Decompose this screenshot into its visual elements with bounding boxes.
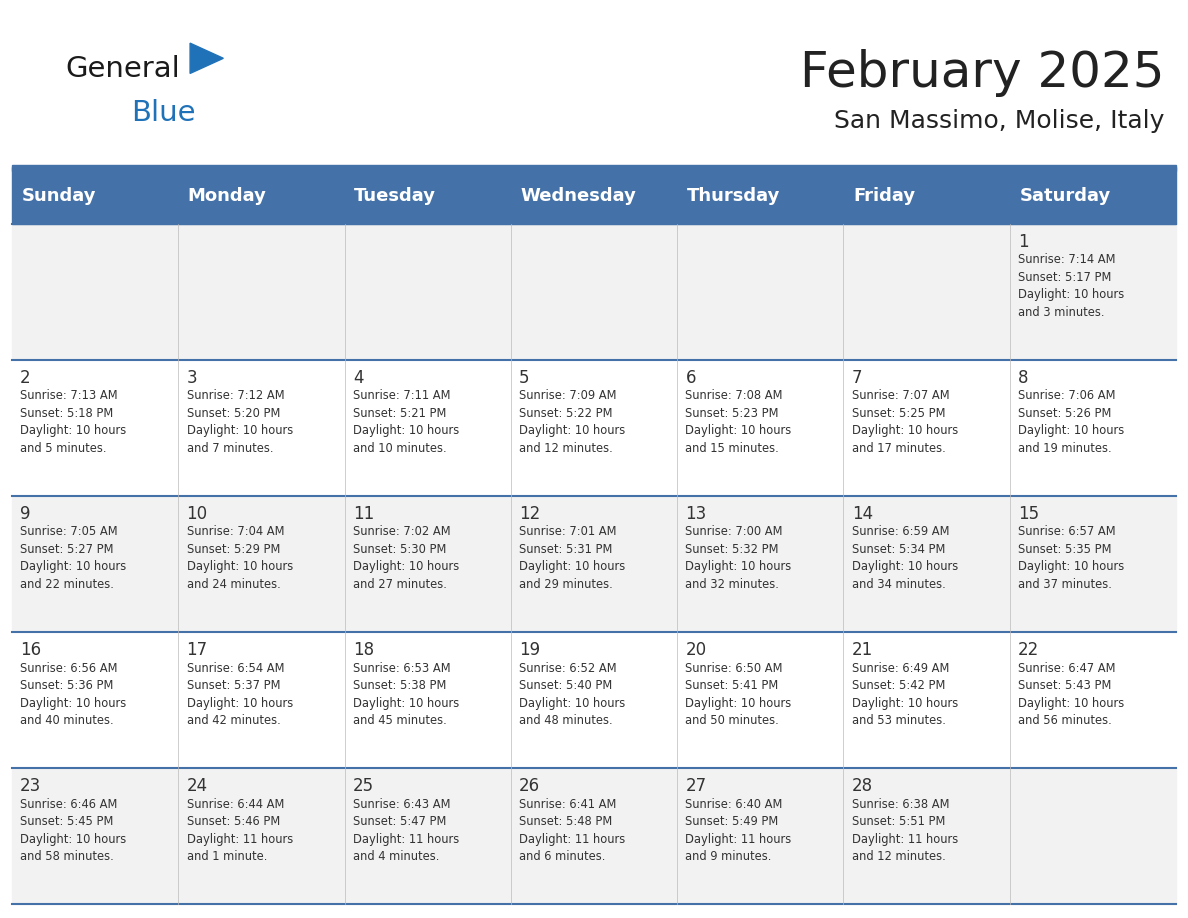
Text: Sunrise: 6:59 AM
Sunset: 5:34 PM
Daylight: 10 hours
and 34 minutes.: Sunrise: 6:59 AM Sunset: 5:34 PM Dayligh… bbox=[852, 525, 958, 591]
Text: Sunrise: 7:14 AM
Sunset: 5:17 PM
Daylight: 10 hours
and 3 minutes.: Sunrise: 7:14 AM Sunset: 5:17 PM Dayligh… bbox=[1018, 253, 1124, 319]
Text: 22: 22 bbox=[1018, 642, 1040, 659]
Text: Saturday: Saturday bbox=[1019, 186, 1111, 205]
Bar bbox=[12, 165, 1176, 171]
Text: 8: 8 bbox=[1018, 369, 1029, 387]
Text: 20: 20 bbox=[685, 642, 707, 659]
Text: 23: 23 bbox=[20, 778, 42, 795]
Text: Blue: Blue bbox=[131, 99, 195, 127]
Text: Sunrise: 7:11 AM
Sunset: 5:21 PM
Daylight: 10 hours
and 10 minutes.: Sunrise: 7:11 AM Sunset: 5:21 PM Dayligh… bbox=[353, 389, 459, 455]
Text: San Massimo, Molise, Italy: San Massimo, Molise, Italy bbox=[834, 109, 1164, 133]
Text: Sunrise: 7:13 AM
Sunset: 5:18 PM
Daylight: 10 hours
and 5 minutes.: Sunrise: 7:13 AM Sunset: 5:18 PM Dayligh… bbox=[20, 389, 126, 455]
Text: Sunrise: 6:54 AM
Sunset: 5:37 PM
Daylight: 10 hours
and 42 minutes.: Sunrise: 6:54 AM Sunset: 5:37 PM Dayligh… bbox=[187, 662, 292, 727]
Text: Sunrise: 7:06 AM
Sunset: 5:26 PM
Daylight: 10 hours
and 19 minutes.: Sunrise: 7:06 AM Sunset: 5:26 PM Dayligh… bbox=[1018, 389, 1124, 455]
Text: Sunrise: 6:46 AM
Sunset: 5:45 PM
Daylight: 10 hours
and 58 minutes.: Sunrise: 6:46 AM Sunset: 5:45 PM Dayligh… bbox=[20, 798, 126, 863]
Text: 26: 26 bbox=[519, 778, 541, 795]
Text: Sunrise: 7:05 AM
Sunset: 5:27 PM
Daylight: 10 hours
and 22 minutes.: Sunrise: 7:05 AM Sunset: 5:27 PM Dayligh… bbox=[20, 525, 126, 591]
Text: Wednesday: Wednesday bbox=[520, 186, 637, 205]
Text: 7: 7 bbox=[852, 369, 862, 387]
Text: 21: 21 bbox=[852, 642, 873, 659]
Text: General: General bbox=[65, 55, 181, 83]
Text: 13: 13 bbox=[685, 505, 707, 523]
Text: Sunrise: 7:12 AM
Sunset: 5:20 PM
Daylight: 10 hours
and 7 minutes.: Sunrise: 7:12 AM Sunset: 5:20 PM Dayligh… bbox=[187, 389, 292, 455]
Text: Friday: Friday bbox=[853, 186, 915, 205]
Text: Sunrise: 7:02 AM
Sunset: 5:30 PM
Daylight: 10 hours
and 27 minutes.: Sunrise: 7:02 AM Sunset: 5:30 PM Dayligh… bbox=[353, 525, 459, 591]
Text: 3: 3 bbox=[187, 369, 197, 387]
Text: 12: 12 bbox=[519, 505, 541, 523]
Text: 14: 14 bbox=[852, 505, 873, 523]
Text: Sunrise: 6:52 AM
Sunset: 5:40 PM
Daylight: 10 hours
and 48 minutes.: Sunrise: 6:52 AM Sunset: 5:40 PM Dayligh… bbox=[519, 662, 625, 727]
Text: 9: 9 bbox=[20, 505, 31, 523]
Text: 11: 11 bbox=[353, 505, 374, 523]
Text: Sunrise: 6:44 AM
Sunset: 5:46 PM
Daylight: 11 hours
and 1 minute.: Sunrise: 6:44 AM Sunset: 5:46 PM Dayligh… bbox=[187, 798, 292, 863]
Text: Sunrise: 6:38 AM
Sunset: 5:51 PM
Daylight: 11 hours
and 12 minutes.: Sunrise: 6:38 AM Sunset: 5:51 PM Dayligh… bbox=[852, 798, 958, 863]
Text: 17: 17 bbox=[187, 642, 208, 659]
Text: Sunrise: 6:40 AM
Sunset: 5:49 PM
Daylight: 11 hours
and 9 minutes.: Sunrise: 6:40 AM Sunset: 5:49 PM Dayligh… bbox=[685, 798, 791, 863]
Text: 19: 19 bbox=[519, 642, 541, 659]
Text: Tuesday: Tuesday bbox=[354, 186, 436, 205]
Text: 10: 10 bbox=[187, 505, 208, 523]
Text: Sunrise: 6:49 AM
Sunset: 5:42 PM
Daylight: 10 hours
and 53 minutes.: Sunrise: 6:49 AM Sunset: 5:42 PM Dayligh… bbox=[852, 662, 958, 727]
Text: 1: 1 bbox=[1018, 233, 1029, 252]
Bar bbox=[12, 167, 1176, 224]
Text: Sunrise: 6:57 AM
Sunset: 5:35 PM
Daylight: 10 hours
and 37 minutes.: Sunrise: 6:57 AM Sunset: 5:35 PM Dayligh… bbox=[1018, 525, 1124, 591]
Text: 24: 24 bbox=[187, 778, 208, 795]
Text: 15: 15 bbox=[1018, 505, 1040, 523]
Bar bbox=[12, 496, 1176, 633]
Text: Sunrise: 7:07 AM
Sunset: 5:25 PM
Daylight: 10 hours
and 17 minutes.: Sunrise: 7:07 AM Sunset: 5:25 PM Dayligh… bbox=[852, 389, 958, 455]
Text: Sunrise: 6:50 AM
Sunset: 5:41 PM
Daylight: 10 hours
and 50 minutes.: Sunrise: 6:50 AM Sunset: 5:41 PM Dayligh… bbox=[685, 662, 791, 727]
Text: 18: 18 bbox=[353, 642, 374, 659]
Text: Sunrise: 6:43 AM
Sunset: 5:47 PM
Daylight: 11 hours
and 4 minutes.: Sunrise: 6:43 AM Sunset: 5:47 PM Dayligh… bbox=[353, 798, 459, 863]
Text: February 2025: February 2025 bbox=[800, 50, 1164, 97]
Text: Sunrise: 7:04 AM
Sunset: 5:29 PM
Daylight: 10 hours
and 24 minutes.: Sunrise: 7:04 AM Sunset: 5:29 PM Dayligh… bbox=[187, 525, 292, 591]
Text: 16: 16 bbox=[20, 642, 42, 659]
Text: 6: 6 bbox=[685, 369, 696, 387]
Text: Sunrise: 7:00 AM
Sunset: 5:32 PM
Daylight: 10 hours
and 32 minutes.: Sunrise: 7:00 AM Sunset: 5:32 PM Dayligh… bbox=[685, 525, 791, 591]
Polygon shape bbox=[190, 43, 223, 73]
Text: Sunrise: 6:41 AM
Sunset: 5:48 PM
Daylight: 11 hours
and 6 minutes.: Sunrise: 6:41 AM Sunset: 5:48 PM Dayligh… bbox=[519, 798, 625, 863]
Bar bbox=[12, 224, 1176, 360]
Text: Monday: Monday bbox=[188, 186, 266, 205]
Text: 25: 25 bbox=[353, 778, 374, 795]
Text: 5: 5 bbox=[519, 369, 530, 387]
Bar bbox=[12, 360, 1176, 496]
Text: 2: 2 bbox=[20, 369, 31, 387]
Bar bbox=[12, 633, 1176, 768]
Text: Sunday: Sunday bbox=[21, 186, 96, 205]
Text: Sunrise: 6:53 AM
Sunset: 5:38 PM
Daylight: 10 hours
and 45 minutes.: Sunrise: 6:53 AM Sunset: 5:38 PM Dayligh… bbox=[353, 662, 459, 727]
Text: Sunrise: 6:56 AM
Sunset: 5:36 PM
Daylight: 10 hours
and 40 minutes.: Sunrise: 6:56 AM Sunset: 5:36 PM Dayligh… bbox=[20, 662, 126, 727]
Text: 4: 4 bbox=[353, 369, 364, 387]
Text: Sunrise: 7:09 AM
Sunset: 5:22 PM
Daylight: 10 hours
and 12 minutes.: Sunrise: 7:09 AM Sunset: 5:22 PM Dayligh… bbox=[519, 389, 625, 455]
Text: Thursday: Thursday bbox=[687, 186, 781, 205]
Text: Sunrise: 7:01 AM
Sunset: 5:31 PM
Daylight: 10 hours
and 29 minutes.: Sunrise: 7:01 AM Sunset: 5:31 PM Dayligh… bbox=[519, 525, 625, 591]
Bar bbox=[12, 768, 1176, 904]
Text: Sunrise: 7:08 AM
Sunset: 5:23 PM
Daylight: 10 hours
and 15 minutes.: Sunrise: 7:08 AM Sunset: 5:23 PM Dayligh… bbox=[685, 389, 791, 455]
Text: 27: 27 bbox=[685, 778, 707, 795]
Text: Sunrise: 6:47 AM
Sunset: 5:43 PM
Daylight: 10 hours
and 56 minutes.: Sunrise: 6:47 AM Sunset: 5:43 PM Dayligh… bbox=[1018, 662, 1124, 727]
Text: 28: 28 bbox=[852, 778, 873, 795]
